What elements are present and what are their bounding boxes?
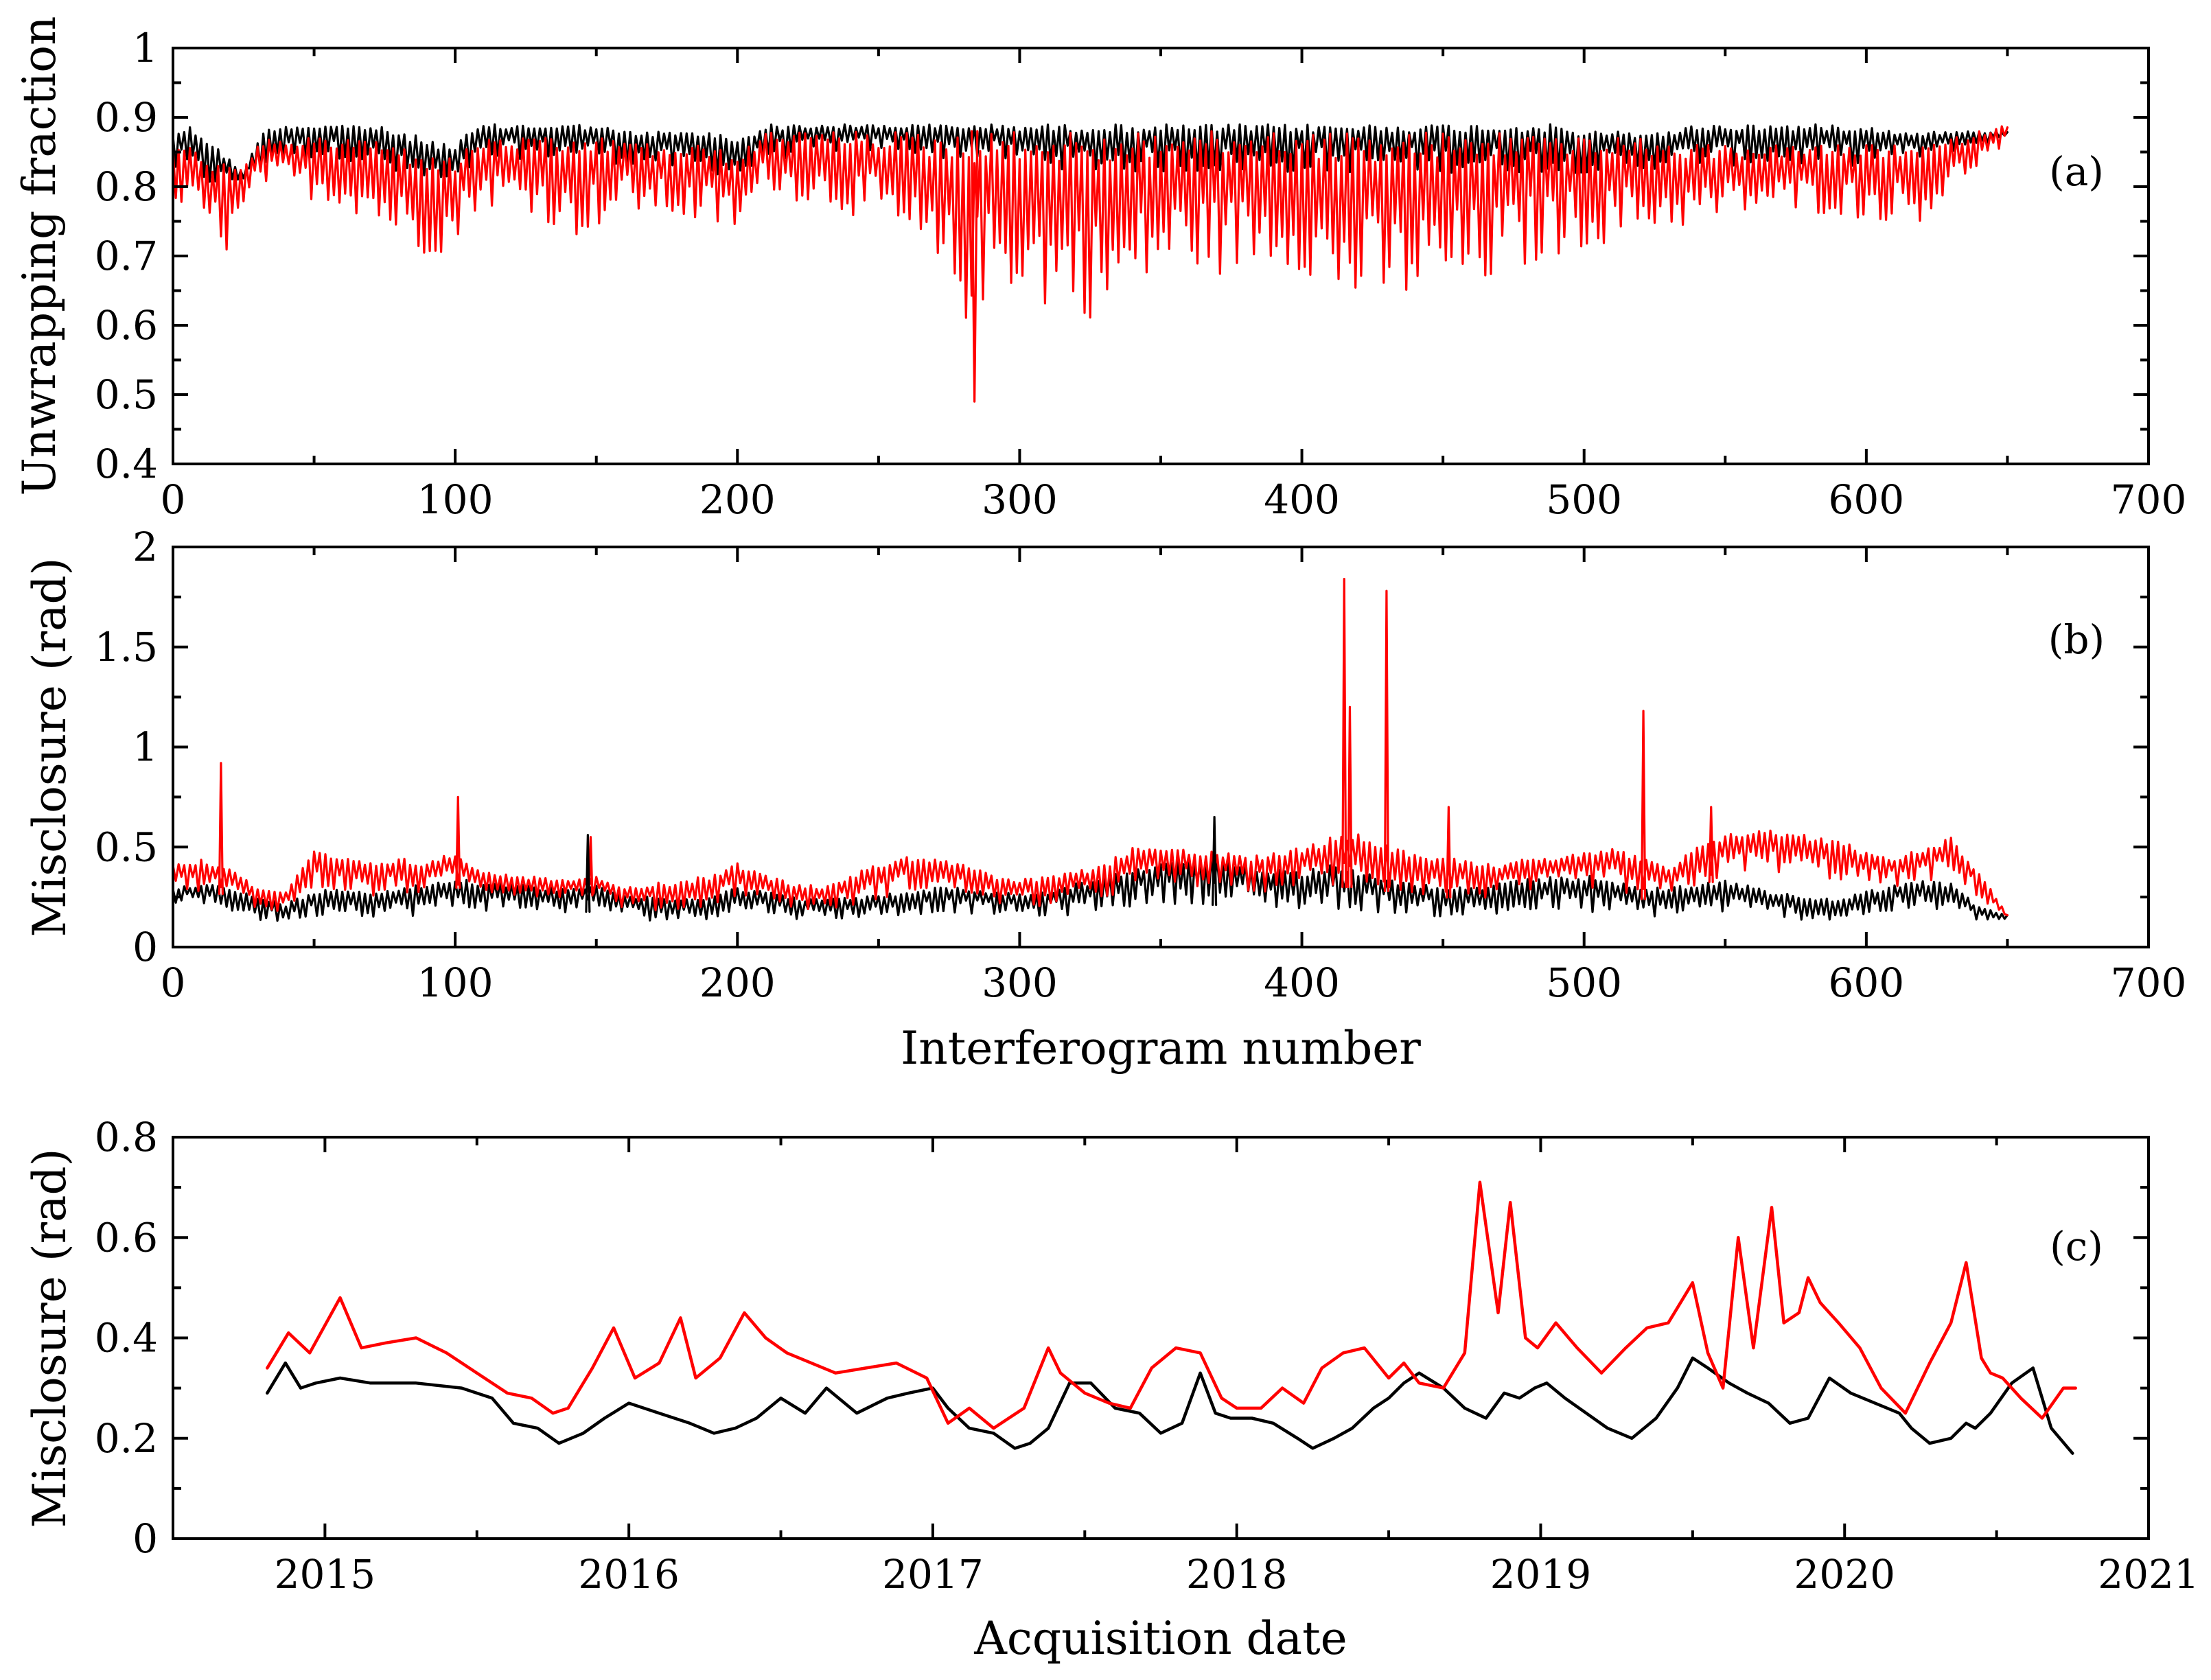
x-tick-label: 600 <box>1828 476 1904 523</box>
x-tick-label: 300 <box>982 476 1058 523</box>
panel-b-label: (b) <box>2048 616 2105 663</box>
panel-a-x-tick-labels: 0 100 200 300 400 500 600 700 <box>161 476 2187 523</box>
x-tick-label: 2015 <box>275 1551 376 1598</box>
x-tick-label: 200 <box>699 476 776 523</box>
panel-b: 0 100 200 300 400 500 600 700 0 0.5 1 1.5 2 Misclos… <box>23 524 2186 1075</box>
panel-a-y-tick-labels: 0.4 0.5 0.6 0.7 0.8 0.9 1 <box>95 25 158 487</box>
x-tick-label: 2019 <box>1490 1551 1592 1598</box>
x-tick-label: 300 <box>982 959 1058 1006</box>
y-tick-label: 0.8 <box>95 163 158 210</box>
y-tick-label: 0 <box>132 1515 158 1562</box>
panel-b-series <box>172 578 2009 922</box>
y-tick-label: 0.2 <box>95 1415 158 1462</box>
x-tick-label: 100 <box>417 476 494 523</box>
series-black-spike <box>1212 815 1218 907</box>
panel-c-label: (c) <box>2050 1223 2103 1270</box>
x-tick-label: 100 <box>417 959 494 1006</box>
panel-a: 0 100 200 300 400 500 600 700 0.40.50.60.70.80.… <box>13 16 2186 523</box>
panel-c-series <box>266 1180 2077 1455</box>
date-misclosure-series-red <box>266 1180 2077 1430</box>
x-tick-label: 2018 <box>1186 1551 1288 1598</box>
y-tick-label: 0.5 <box>95 824 158 870</box>
x-tick-label: 2017 <box>882 1551 984 1598</box>
x-tick-label: 0 <box>161 476 186 523</box>
date-misclosure-series-black <box>266 1356 2074 1455</box>
panel-c-ticks <box>172 1136 2150 1540</box>
y-tick-label: 0.5 <box>95 371 158 418</box>
panel-b-y-axis-title: Misclosure (rad) <box>23 558 76 937</box>
y-tick-label: 1.5 <box>95 624 158 670</box>
series-red-spike <box>1708 806 1714 883</box>
series-red-spike <box>1347 705 1353 889</box>
series-red-spike <box>1446 806 1452 899</box>
y-tick-label: 0.6 <box>95 302 158 349</box>
series-red-spike <box>1640 710 1647 900</box>
x-tick-label: 2016 <box>578 1551 680 1598</box>
x-tick-label: 700 <box>2111 476 2187 523</box>
series-black-spike <box>585 834 591 913</box>
panel-b-ticks <box>172 546 2150 948</box>
unwrapping-fraction-series-black <box>172 123 2009 183</box>
y-tick-label: 1 <box>132 25 158 71</box>
y-tick-label: 1 <box>132 724 158 771</box>
y-tick-label: 0.4 <box>95 441 158 487</box>
panel-a-series <box>172 123 2009 403</box>
x-tick-label: 400 <box>1264 476 1340 523</box>
x-tick-label: 700 <box>2111 959 2187 1006</box>
y-tick-label: 0.7 <box>95 233 158 279</box>
panel-c-y-tick-labels: 0 0.2 0.4 0.6 0.8 <box>95 1114 158 1562</box>
x-tick-label: 2020 <box>1794 1551 1895 1598</box>
x-tick-label: 500 <box>1546 959 1622 1006</box>
x-tick-label: 500 <box>1546 476 1622 523</box>
misclosure-series-red <box>172 829 2009 917</box>
y-tick-label: 0.8 <box>95 1114 158 1160</box>
misclosure-series-black <box>172 856 2009 922</box>
panel-a-y-axis-title: Unwrapping fraction <box>13 16 66 495</box>
panel-c-y-axis-title: Misclosure (rad) <box>23 1149 76 1528</box>
series-red-spike <box>1383 590 1389 892</box>
panel-c-x-axis-title: Acquisition date <box>973 1612 1347 1665</box>
panel-c: 2015 2016 2017 2018 2019 2020 2021 00.20.40.60… <box>23 1114 2199 1665</box>
x-tick-label: 600 <box>1828 959 1904 1006</box>
x-tick-label: 400 <box>1264 959 1340 1006</box>
x-tick-label: 200 <box>699 959 776 1006</box>
panel-a-ticks <box>172 47 2150 465</box>
panel-b-x-tick-labels: 0 100 200 300 400 500 600 700 <box>161 959 2187 1006</box>
x-tick-label: 0 <box>161 959 186 1006</box>
series-red-spike <box>455 795 461 889</box>
y-tick-label: 0.6 <box>95 1214 158 1261</box>
series-red-dip <box>970 130 979 403</box>
panel-c-x-tick-labels: 2015 2016 2017 2018 2019 2020 2021 <box>275 1551 2199 1598</box>
y-tick-label: 0 <box>132 924 158 970</box>
y-tick-label: 0.4 <box>95 1315 158 1362</box>
series-red-spike <box>218 762 224 896</box>
panel-b-y-tick-labels: 0 0.5 1 1.5 2 <box>95 524 158 970</box>
unwrapping-fraction-series-red <box>172 125 2009 319</box>
y-tick-label: 0.9 <box>95 94 158 141</box>
series-red-spike <box>1341 578 1347 889</box>
x-tick-label: 2021 <box>2098 1551 2199 1598</box>
y-tick-label: 2 <box>132 524 158 570</box>
panel-a-label: (a) <box>2049 148 2104 195</box>
panel-b-x-axis-title: Interferogram number <box>901 1022 1421 1075</box>
